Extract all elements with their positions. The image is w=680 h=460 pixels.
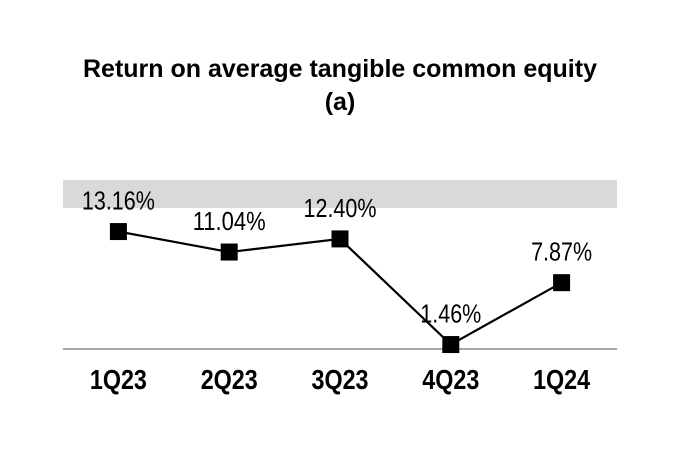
data-point-marker-4q23 [442,336,460,354]
data-label-4q23: 1.46% [420,299,481,329]
data-label-2q23: 11.04% [193,206,266,236]
x-axis-label-1q23: 1Q23 [90,364,147,395]
series-line [118,230,563,346]
data-label-3q23: 12.40% [304,193,377,223]
data-label-1q23: 13.16% [82,186,155,216]
data-label-1q24: 7.87% [531,237,592,267]
x-axis-label-2q23: 2Q23 [201,364,258,395]
highlight-band [63,180,617,209]
data-point-marker-1q24 [553,274,571,292]
x-axis-label-4q23: 4Q23 [422,364,479,395]
chart-title: Return on average tangible common equity… [83,55,597,116]
data-point-marker-3q23 [331,230,349,248]
data-point-marker-1q23 [109,223,127,241]
x-axis-label-3q23: 3Q23 [312,364,369,395]
x-axis-label-1q24: 1Q24 [533,364,590,395]
data-point-marker-2q23 [220,243,238,261]
